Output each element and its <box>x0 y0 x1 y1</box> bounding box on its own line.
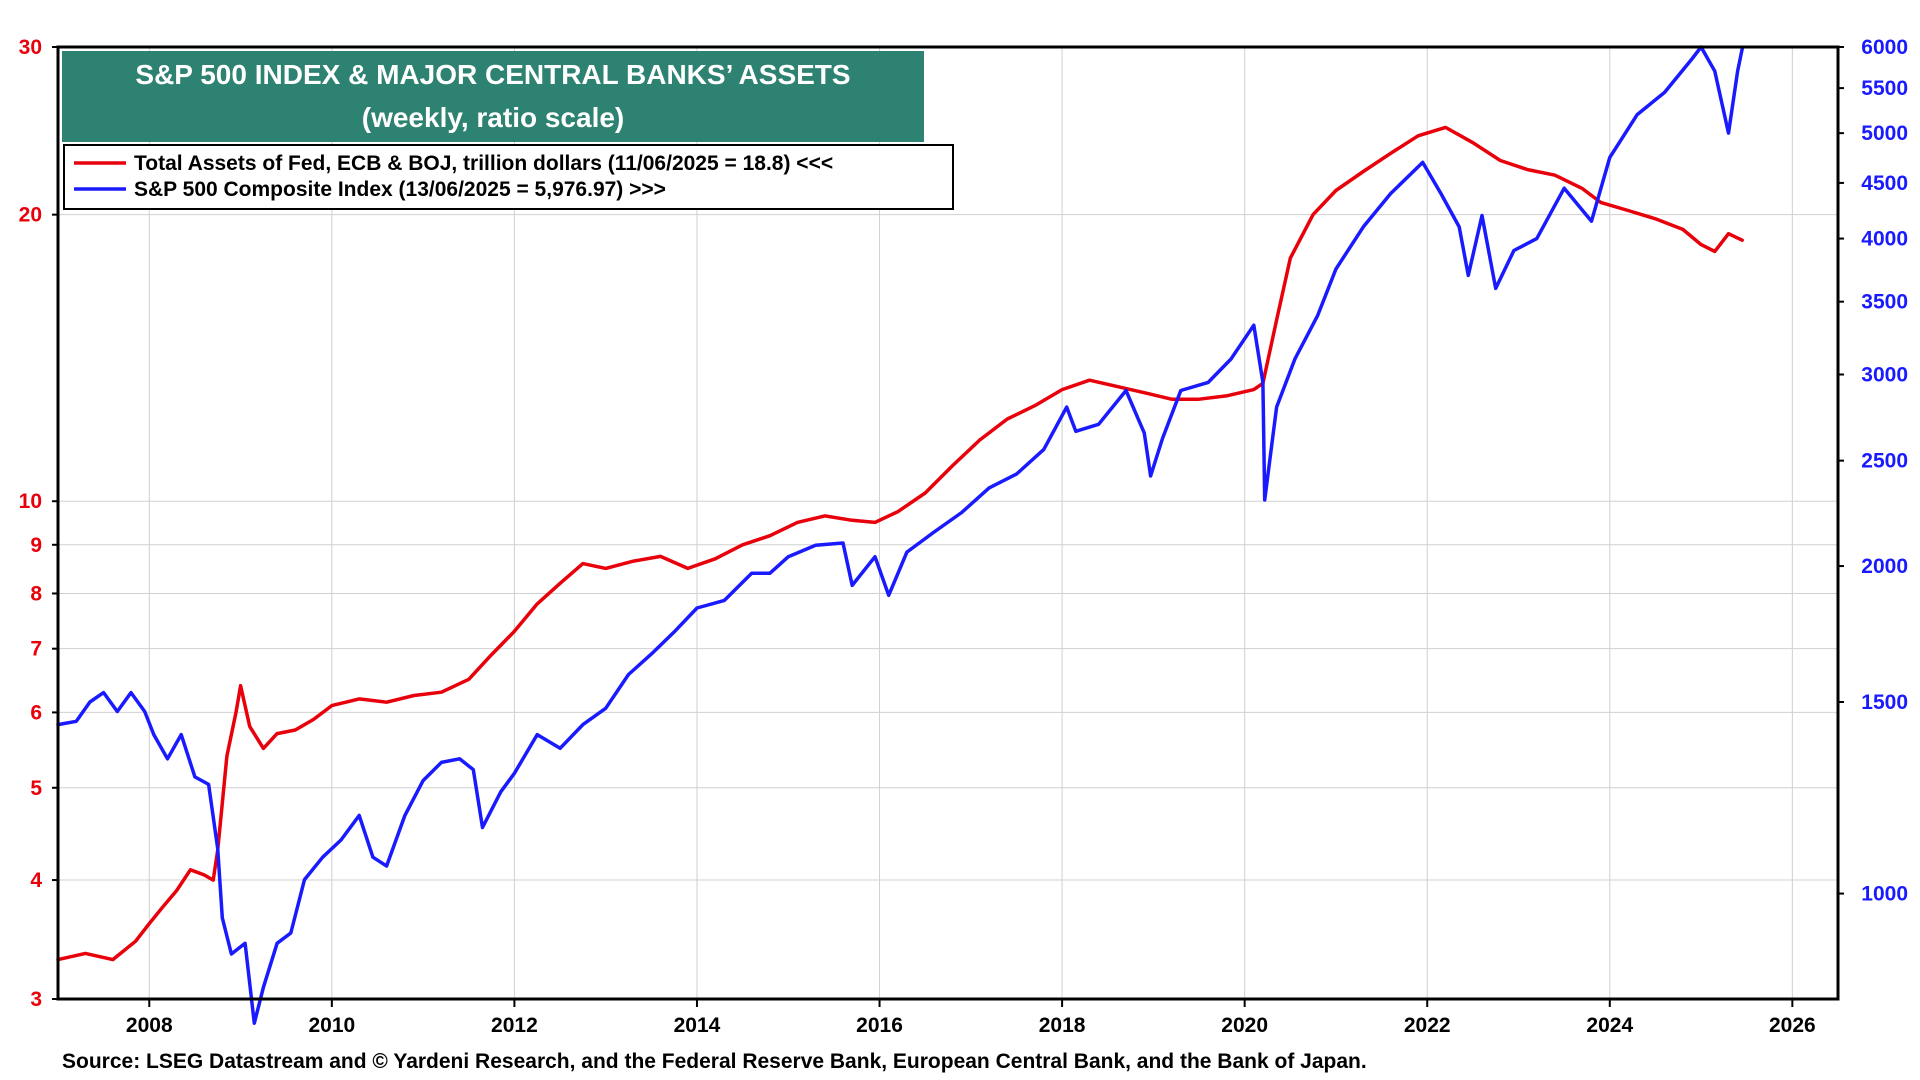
legend-label-assets: Total Assets of Fed, ECB & BOJ, trillion… <box>134 152 833 175</box>
left-tick-label: 4 <box>30 869 42 892</box>
legend: Total Assets of Fed, ECB & BOJ, trillion… <box>63 144 954 210</box>
left-axis-ticks: 3 4 5 6 7 8 9 10 20 30 <box>19 36 58 1011</box>
left-tick-label: 8 <box>30 582 42 605</box>
right-tick-label: 6000 <box>1861 36 1908 59</box>
left-tick-label: 5 <box>30 777 42 800</box>
series-line-sp500 <box>56 45 1744 1025</box>
right-tick-label: 5000 <box>1861 122 1908 145</box>
left-tick-label: 6 <box>30 701 42 724</box>
x-tick-label: 2010 <box>308 1014 355 1037</box>
right-tick-label: 4500 <box>1861 172 1908 195</box>
x-tick-label: 2026 <box>1769 1014 1816 1037</box>
x-tick-label: 2022 <box>1404 1014 1451 1037</box>
x-tick-label: 2016 <box>856 1014 903 1037</box>
right-tick-label: 1000 <box>1861 883 1908 906</box>
x-tick-label: 2008 <box>126 1014 173 1037</box>
x-tick-label: 2018 <box>1039 1014 1086 1037</box>
x-tick-label: 2020 <box>1221 1014 1268 1037</box>
legend-label-sp500: S&P 500 Composite Index (13/06/2025 = 5,… <box>134 178 666 201</box>
left-tick-label: 30 <box>19 36 42 59</box>
right-tick-label: 2000 <box>1861 555 1908 578</box>
x-tick-label: 2012 <box>491 1014 538 1037</box>
right-tick-label: 2500 <box>1861 450 1908 473</box>
right-tick-label: 5500 <box>1861 77 1908 100</box>
plot-frame <box>56 45 1840 1001</box>
x-axis-ticks: 2008 2010 2012 2014 2016 2018 2020 2022 2024 2026 <box>126 999 1816 1037</box>
right-tick-label: 1500 <box>1861 691 1908 714</box>
title-box: S&P 500 INDEX & MAJOR CENTRAL BANKS’ ASS… <box>62 51 924 142</box>
left-tick-label: 3 <box>30 988 42 1011</box>
x-tick-label: 2024 <box>1586 1014 1633 1037</box>
right-axis-ticks: 1000 1500 2000 2500 3000 3500 4000 4500 5000 5500… <box>1838 36 1908 906</box>
right-tick-label: 3500 <box>1861 291 1908 314</box>
right-tick-label: 3000 <box>1861 363 1908 386</box>
chart-title: S&P 500 INDEX & MAJOR CENTRAL BANKS’ ASS… <box>135 59 850 90</box>
left-tick-label: 10 <box>19 490 42 513</box>
chart-subtitle: (weekly, ratio scale) <box>362 102 625 133</box>
left-tick-label: 7 <box>30 638 42 661</box>
x-tick-label: 2014 <box>674 1014 721 1037</box>
right-tick-label: 4000 <box>1861 228 1908 251</box>
series-line-central-bank-assets <box>56 125 1744 962</box>
source-note: Source: LSEG Datastream and © Yardeni Re… <box>62 1050 1367 1073</box>
left-tick-label: 9 <box>30 534 42 557</box>
left-tick-label: 20 <box>19 204 42 227</box>
